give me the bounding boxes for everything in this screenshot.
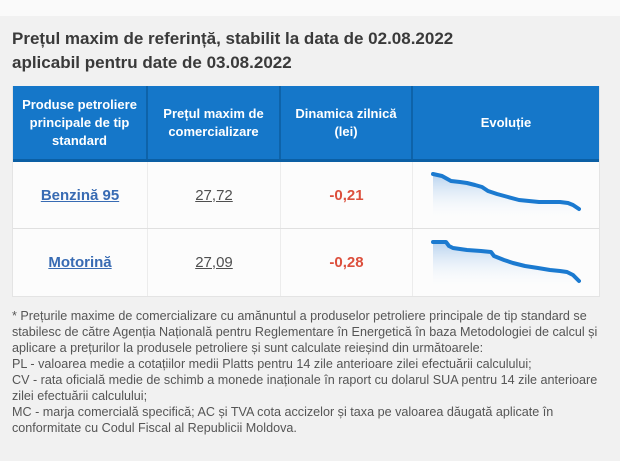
price-link-motorina[interactable]: 27,09 (195, 254, 233, 271)
evolution-sparkline-motorina (431, 239, 581, 285)
page-title: Prețul maxim de referință, stabilit la d… (12, 27, 608, 75)
evolution-cell (413, 229, 599, 296)
price-cell: 27,09 (148, 229, 281, 296)
product-link-motorina[interactable]: Motorină (48, 254, 112, 271)
top-strip (0, 0, 620, 16)
column-header-max-price: Prețul maxim de comercializare (148, 86, 281, 159)
dynamic-cell: -0,28 (281, 229, 413, 296)
footnote: * Prețurile maxime de comercializare cu … (12, 308, 612, 436)
footnote-paragraph-general: * Prețurile maxime de comercializare cu … (12, 309, 598, 355)
page-title-line2: aplicabil pentru date de 03.08.2022 (12, 53, 292, 72)
dynamic-value-benzina-95: -0,21 (329, 186, 364, 204)
page-content: Prețul maxim de referință, stabilit la d… (12, 0, 608, 436)
column-header-products: Produse petroliere principale de tip sta… (13, 86, 148, 159)
product-cell: Benzină 95 (13, 162, 148, 228)
page-title-line1: Prețul maxim de referință, stabilit la d… (12, 29, 454, 48)
column-header-daily-dynamic: Dinamica zilnică (lei) (281, 86, 413, 159)
table-row-motorina: Motorină 27,09 -0,28 (13, 229, 599, 296)
footnote-paragraph-mc: MC - marja comercială specifică; AC și T… (12, 405, 554, 435)
fuel-price-table: Produse petroliere principale de tip sta… (12, 86, 600, 297)
product-cell: Motorină (13, 229, 148, 296)
evolution-sparkline-benzina-95 (431, 172, 581, 217)
dynamic-value-motorina: -0,28 (329, 254, 364, 271)
dynamic-cell: -0,21 (281, 162, 413, 228)
column-header-evolution: Evoluție (480, 114, 532, 130)
footnote-paragraph-cv: CV - rata oficială medie de schimb a mon… (12, 373, 598, 403)
product-link-benzina-95[interactable]: Benzină 95 (40, 186, 120, 204)
footnote-paragraph-pl: PL - valoarea medie a cotațiilor medii P… (12, 357, 532, 371)
evolution-cell (413, 162, 599, 228)
price-link-benzina-95[interactable]: 27,72 (195, 186, 233, 204)
table-header-row: Produse petroliere principale de tip sta… (13, 86, 599, 162)
table-row-benzina-95: Benzină 95 27,72 -0,21 (13, 162, 599, 229)
price-cell: 27,72 (148, 162, 281, 228)
